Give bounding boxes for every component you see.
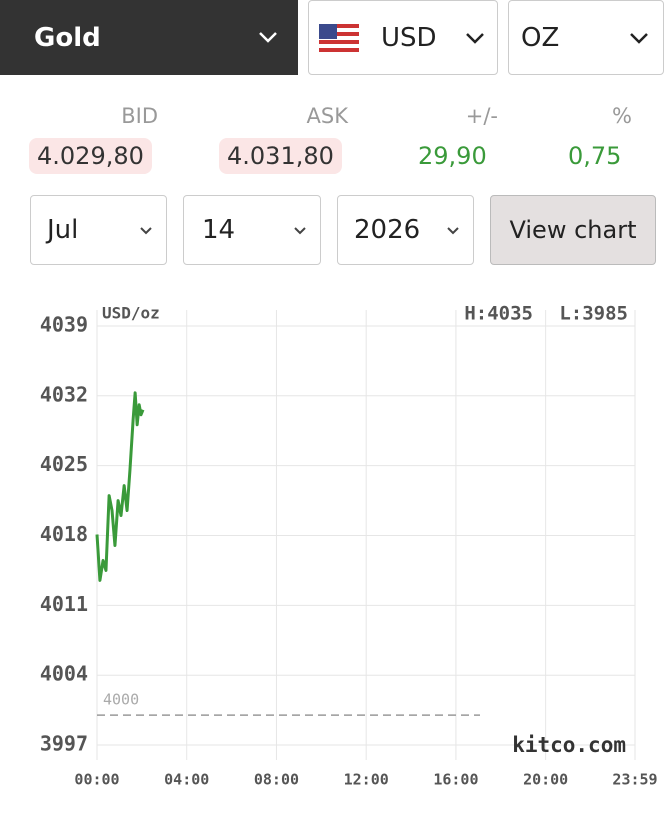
y-tick-label: 4018 (40, 522, 88, 546)
unit: OZ (521, 22, 560, 53)
chart: 3997 4004 4011 4018 4025 4032 4039 00:00 04:00 08… (40, 303, 658, 789)
metal-select[interactable]: Gold (0, 0, 298, 75)
watermark: kitco.com (512, 733, 626, 757)
bid: 4.029,80 (29, 138, 152, 174)
change: 29,90 (418, 142, 487, 170)
y-tick-label: 4004 (40, 662, 88, 686)
us-flag (319, 23, 359, 52)
chevron (466, 33, 484, 44)
chevron (140, 227, 152, 235)
day: 14 (202, 215, 236, 245)
metal-name: Gold (34, 22, 101, 53)
x-tick-label: 04:00 (164, 771, 209, 789)
month-select[interactable]: Jul (30, 195, 167, 265)
y-tick-label: 4039 (40, 312, 88, 336)
x-tick-label: 08:00 (254, 771, 299, 789)
chevron (294, 227, 306, 235)
x-tick-label: 23:59 (612, 771, 657, 789)
reference-label: 4000 (103, 691, 139, 709)
view-chart-button[interactable]: View chart (490, 195, 656, 265)
quote-label: BID (121, 104, 158, 128)
quote-label: % (612, 104, 632, 128)
year-select[interactable]: 2026 (337, 195, 474, 265)
currency-select[interactable]: USD (308, 0, 498, 75)
chevron (630, 33, 648, 44)
change-percent: 0,75 (568, 142, 622, 170)
button-label: View chart (509, 216, 637, 244)
x-tick-label: 00:00 (74, 771, 119, 789)
chevron (259, 32, 277, 43)
chevron (447, 227, 459, 235)
price-line (95, 391, 145, 582)
ask: 4.031,80 (219, 138, 342, 174)
day-select[interactable]: 14 (183, 195, 321, 265)
x-tick-label: 20:00 (523, 771, 568, 789)
month: Jul (47, 215, 79, 245)
y-tick-label: 4011 (40, 592, 88, 616)
low-label: L:3985 (559, 303, 628, 325)
x-tick-label: 16:00 (433, 771, 478, 789)
high-label: H:4035 (464, 303, 533, 325)
y-tick-label: 4032 (40, 382, 88, 406)
unit-select[interactable]: OZ (508, 0, 664, 75)
currency: USD (381, 22, 437, 53)
x-tick-label: 12:00 (344, 771, 389, 789)
y-tick-label: 4025 (40, 452, 88, 476)
y-tick-label: 3997 (40, 732, 88, 756)
year: 2026 (354, 215, 421, 245)
quote-label: ASK (306, 104, 348, 128)
unit-label: USD/oz (102, 304, 160, 323)
quote-label: +/- (465, 104, 498, 128)
